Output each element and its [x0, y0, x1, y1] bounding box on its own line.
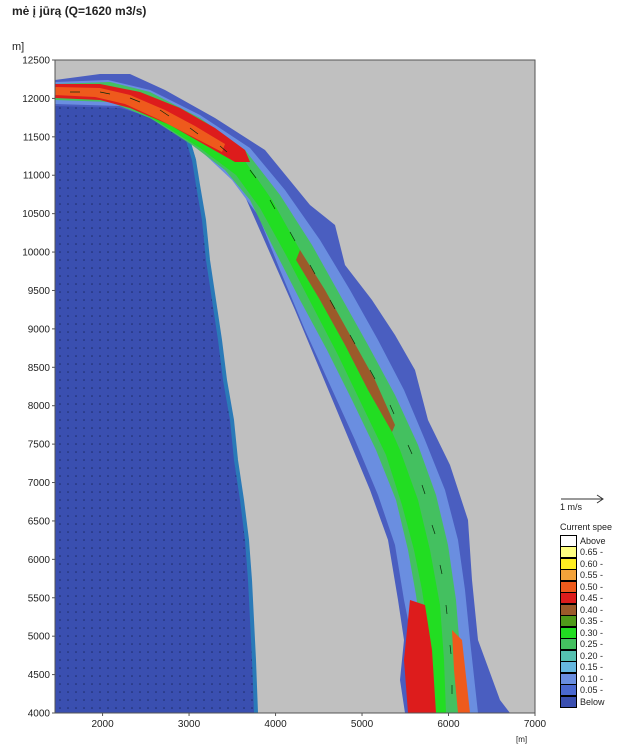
x-tick-label: 6000 — [437, 719, 460, 730]
y-tick-label: 8000 — [28, 401, 51, 412]
x-axis: 2000 3000 4000 5000 6000 7000 — [91, 713, 547, 730]
legend-label: Below — [580, 696, 605, 707]
y-tick-label: 4500 — [28, 670, 51, 681]
legend-item: 0.60 - — [560, 557, 606, 570]
x-tick-label: 4000 — [264, 719, 287, 730]
shoreline — [186, 139, 258, 713]
legend-label: 0.55 - — [580, 570, 604, 581]
legend-item: 0.25 - — [560, 638, 606, 651]
legend-item: 0.10 - — [560, 672, 606, 685]
legend-item: 0.35 - — [560, 615, 606, 628]
legend-label: Above — [580, 535, 606, 546]
y-tick-label: 12500 — [22, 56, 50, 67]
chart-title: mė į jūrą (Q=1620 m3/s) — [12, 4, 147, 18]
fast-current-south — [404, 600, 436, 713]
y-tick-label: 9500 — [28, 286, 51, 297]
y-axis: 4000 4500 5000 5500 6000 6500 7000 7500 8000 8500… — [22, 56, 55, 720]
y-tick-label: 7000 — [28, 478, 51, 489]
legend-title: Current spee — [560, 522, 613, 532]
arrow-scale-icon — [561, 494, 604, 504]
y-tick-label: 12000 — [22, 94, 50, 105]
legend-label: 0.25 - — [580, 639, 604, 650]
velocity-arrows — [70, 91, 453, 694]
legend-swatch — [560, 580, 577, 593]
legend: 1 m/s Current spee Above 0.65 -0.60 -0.55… — [560, 492, 639, 722]
arrow-scale-label: 1 m/s — [560, 502, 583, 512]
legend-swatch — [560, 603, 577, 616]
legend-label: 0.20 - — [580, 650, 604, 661]
legend-item: 0.40 - — [560, 603, 606, 616]
y-tick-label: 11000 — [23, 171, 51, 182]
legend-item: 0.65 - — [560, 546, 606, 559]
legend-item: 0.55 - — [560, 569, 606, 582]
legend-label: 0.35 - — [580, 616, 604, 627]
x-axis-label: [m] — [516, 735, 528, 744]
legend-swatch — [560, 615, 577, 628]
legend-label: 0.65 - — [580, 547, 604, 558]
y-tick-label: 11500 — [23, 132, 51, 143]
y-axis-label: m] — [12, 41, 25, 53]
legend-item: Above — [560, 534, 606, 547]
legend-swatch — [560, 546, 577, 559]
legend-label: 0.45 - — [580, 593, 604, 604]
legend-label: 0.50 - — [580, 581, 604, 592]
legend-swatch — [560, 557, 577, 570]
y-tick-label: 6000 — [28, 555, 51, 566]
y-tick-label: 7500 — [28, 440, 51, 451]
legend-swatch — [560, 672, 577, 685]
river-shallows — [55, 74, 510, 713]
y-tick-label: 9000 — [28, 324, 51, 335]
x-tick-label: 7000 — [524, 719, 547, 730]
legend-label: 0.60 - — [580, 558, 604, 569]
legend-item: 0.50 - — [560, 580, 606, 593]
legend-swatch — [560, 695, 577, 708]
y-tick-label: 10000 — [22, 248, 50, 259]
x-tick-label: 2000 — [91, 719, 114, 730]
legend-swatch — [560, 649, 577, 662]
legend-item: 0.20 - — [560, 649, 606, 662]
y-tick-label: 8500 — [28, 363, 51, 374]
legend-items: Above 0.65 -0.60 -0.55 -0.50 -0.45 -0.40 … — [560, 534, 606, 708]
plot-frame — [54, 59, 536, 714]
x-tick-label: 5000 — [351, 719, 374, 730]
y-tick-label: 5000 — [28, 632, 51, 643]
y-tick-label: 4000 — [28, 709, 51, 720]
legend-swatch — [560, 626, 577, 639]
legend-swatch — [560, 661, 577, 674]
y-tick-label: 10500 — [22, 209, 50, 220]
river-core — [55, 86, 446, 713]
legend-label: 0.10 - — [580, 673, 604, 684]
fast-current-southeast — [452, 630, 470, 713]
legend-item: 0.05 - — [560, 684, 606, 697]
legend-label: 0.40 - — [580, 604, 604, 615]
legend-label: 0.30 - — [580, 627, 604, 638]
legend-swatch — [560, 569, 577, 582]
legend-swatch — [560, 684, 577, 697]
legend-swatch — [560, 534, 577, 547]
legend-label: 0.15 - — [580, 662, 604, 673]
legend-swatch — [560, 638, 577, 651]
legend-item: 0.30 - — [560, 626, 606, 639]
legend-swatch — [560, 592, 577, 605]
legend-item: Below — [560, 695, 606, 708]
y-tick-label: 5500 — [28, 593, 51, 604]
fast-current-north — [55, 84, 250, 162]
legend-item: 0.45 - — [560, 592, 606, 605]
y-tick-label: 6500 — [28, 516, 51, 527]
legend-item: 0.15 - — [560, 661, 606, 674]
x-tick-label: 3000 — [178, 719, 201, 730]
legend-label: 0.05 - — [580, 685, 604, 696]
mid-current-band — [296, 250, 395, 432]
fast-current-core-north — [55, 87, 225, 152]
